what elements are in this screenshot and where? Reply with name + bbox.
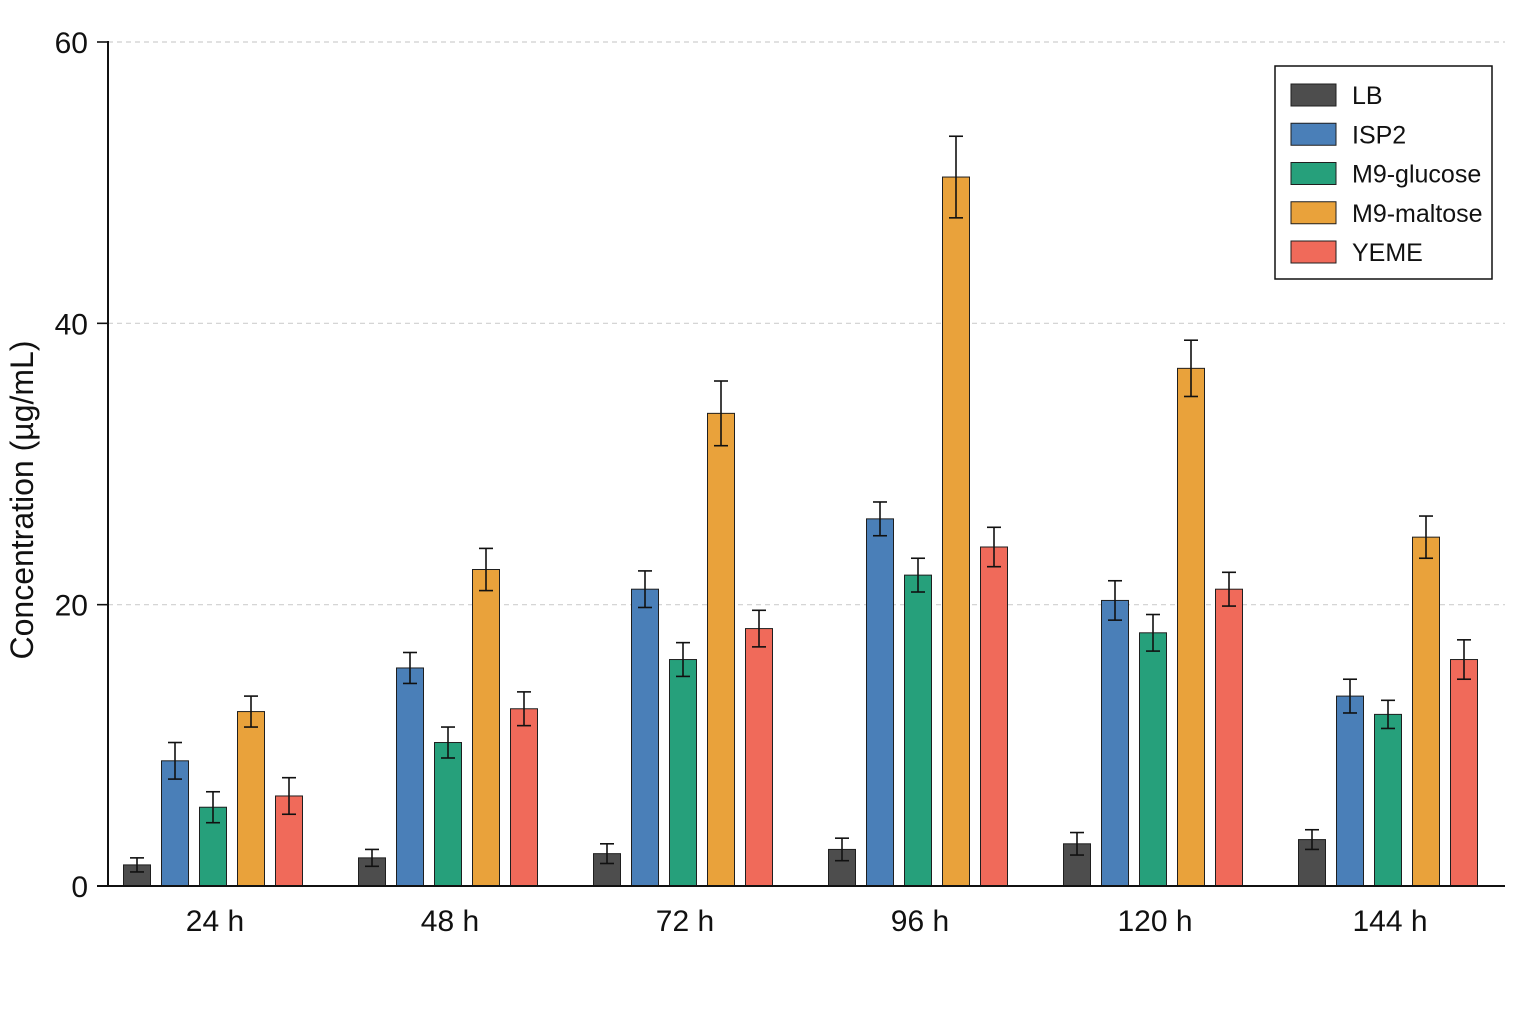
error-bar-lb-72-h	[600, 842, 614, 865]
error-bar-m9-glucose-72-h	[676, 641, 690, 678]
gridlines	[108, 41, 1505, 606]
x-tick-label-144-h: 144 h	[1352, 905, 1427, 938]
error-bar-yeme-48-h	[517, 691, 531, 727]
bar-m9-maltose-72-h	[707, 412, 735, 887]
legend-label-yeme: YEME	[1352, 239, 1423, 267]
bar-m9-glucose-48-h	[434, 742, 462, 887]
bar-isp2-120-h	[1101, 599, 1129, 887]
bar-m9-glucose-96-h	[904, 574, 932, 887]
legend-label-m9-glucose: M9-glucose	[1352, 161, 1481, 189]
series-m9-glucose	[199, 557, 1402, 887]
bar-yeme-72-h	[745, 628, 773, 887]
error-bar-m9-maltose-120-h	[1184, 339, 1198, 398]
legend-swatch-isp2	[1290, 122, 1337, 146]
error-bar-lb-96-h	[835, 837, 849, 862]
error-bar-m9-maltose-144-h	[1419, 515, 1433, 560]
bar-m9-maltose-48-h	[472, 569, 500, 887]
x-tick-label-48-h: 48 h	[421, 905, 479, 938]
error-bar-m9-glucose-24-h	[206, 790, 220, 824]
error-bar-m9-maltose-48-h	[479, 547, 493, 592]
bar-m9-maltose-144-h	[1412, 536, 1440, 887]
error-bar-isp2-24-h	[168, 741, 182, 780]
legend-label-lb: LB	[1352, 82, 1383, 110]
error-bar-isp2-96-h	[873, 501, 887, 537]
legend-items: LB ISP2 M9-glucose M9-maltose YEME	[1290, 82, 1483, 267]
y-axis-label: Concentration (µg/mL)	[4, 340, 40, 659]
error-bar-yeme-96-h	[987, 526, 1001, 568]
error-bar-yeme-24-h	[282, 776, 296, 816]
legend-label-isp2: ISP2	[1352, 121, 1406, 149]
legend-swatch-yeme	[1290, 240, 1337, 264]
bar-m9-glucose-72-h	[669, 659, 697, 887]
legend-item-isp2: ISP2	[1290, 121, 1406, 149]
bar-m9-glucose-120-h	[1139, 632, 1167, 887]
legend-item-yeme: YEME	[1290, 239, 1423, 267]
bar-isp2-72-h	[631, 588, 659, 887]
error-bar-isp2-48-h	[403, 651, 417, 685]
bar-m9-glucose-144-h	[1374, 713, 1402, 887]
legend-item-m9-maltose: M9-maltose	[1290, 200, 1483, 228]
bar-isp2-96-h	[866, 518, 894, 887]
error-bar-m9-glucose-120-h	[1146, 613, 1160, 652]
error-bar-lb-24-h	[130, 857, 144, 873]
bar-m9-maltose-96-h	[942, 176, 970, 887]
legend-swatch-m9-maltose	[1290, 201, 1337, 225]
bars	[123, 135, 1478, 887]
legend-item-lb: LB	[1290, 82, 1383, 110]
x-tick-label-96-h: 96 h	[891, 905, 949, 938]
error-bar-m9-maltose-72-h	[714, 380, 728, 447]
bar-isp2-48-h	[396, 667, 424, 887]
x-tick-label-24-h: 24 h	[186, 905, 244, 938]
error-bar-isp2-144-h	[1343, 678, 1357, 714]
error-bar-isp2-120-h	[1108, 579, 1122, 621]
legend-swatch-m9-glucose	[1290, 162, 1337, 185]
series-isp2	[161, 501, 1364, 887]
bar-isp2-24-h	[161, 760, 189, 887]
y-tick-label-40: 40	[55, 308, 88, 341]
error-bar-yeme-72-h	[752, 609, 766, 648]
series-yeme	[275, 526, 1478, 887]
bar-yeme-96-h	[980, 546, 1008, 887]
error-bar-yeme-120-h	[1222, 571, 1236, 607]
y-ticks: 0 20 40 60	[55, 27, 108, 904]
bar-yeme-48-h	[510, 708, 538, 887]
x-tick-labels: 24 h 48 h 72 h 96 h 120 h 144 h	[186, 905, 1428, 938]
bar-yeme-144-h	[1450, 659, 1478, 887]
bar-yeme-120-h	[1215, 588, 1243, 887]
legend: LB ISP2 M9-glucose M9-maltose YEME	[1274, 65, 1493, 280]
series-m9-maltose	[237, 135, 1440, 887]
error-bar-isp2-72-h	[638, 570, 652, 609]
y-tick-label-60: 60	[55, 27, 88, 60]
x-tick-label-72-h: 72 h	[656, 905, 714, 938]
bar-m9-maltose-120-h	[1177, 367, 1205, 887]
error-bar-m9-glucose-96-h	[911, 557, 925, 593]
bar-isp2-144-h	[1336, 695, 1364, 887]
legend-swatch-lb	[1290, 83, 1337, 107]
y-tick-label-20: 20	[55, 590, 88, 623]
error-bar-yeme-144-h	[1457, 639, 1471, 681]
axes	[97, 41, 1505, 887]
error-bar-lb-120-h	[1070, 831, 1084, 856]
error-bar-lb-48-h	[365, 848, 379, 868]
error-bar-m9-maltose-24-h	[244, 695, 258, 728]
bar-m9-maltose-24-h	[237, 711, 265, 887]
error-bar-m9-maltose-96-h	[949, 135, 963, 219]
error-bar-m9-glucose-48-h	[441, 726, 455, 759]
x-tick-label-120-h: 120 h	[1117, 905, 1192, 938]
legend-item-m9-glucose: M9-glucose	[1290, 161, 1481, 189]
y-tick-label-0: 0	[71, 871, 88, 904]
error-bar-m9-glucose-144-h	[1381, 699, 1395, 730]
legend-label-m9-maltose: M9-maltose	[1352, 200, 1483, 228]
error-bar-lb-144-h	[1305, 828, 1319, 851]
